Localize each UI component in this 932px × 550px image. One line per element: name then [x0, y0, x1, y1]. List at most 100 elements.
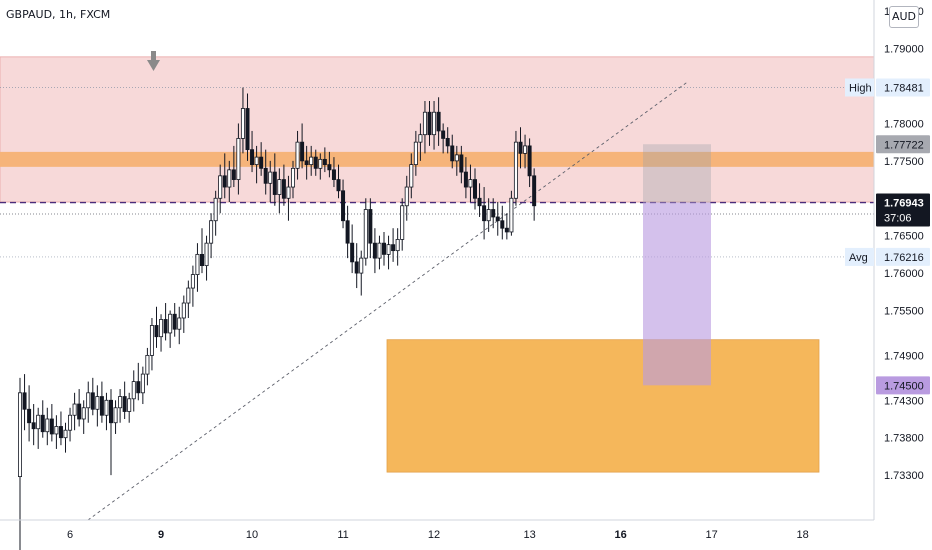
candle [336, 164, 341, 199]
candle [363, 198, 368, 266]
candle-body [127, 398, 132, 412]
candle [118, 389, 123, 423]
symbol-title: GBPAUD, 1h, FXCM [6, 8, 111, 21]
candle-body [432, 111, 437, 136]
candle [422, 101, 427, 154]
position-risk-box [643, 144, 711, 203]
candle-body [482, 205, 487, 222]
candle-body [341, 190, 346, 222]
currency-button[interactable]: AUD [889, 6, 919, 28]
candle-body [186, 287, 191, 304]
price-label-group: 1.76943 [876, 193, 930, 212]
price-label-box [876, 376, 930, 395]
position-target-box [643, 202, 711, 386]
candle-body [372, 242, 377, 259]
candle-body [472, 179, 477, 199]
candle-body [263, 167, 268, 184]
demand-zone [386, 339, 820, 473]
x-tick-label: 10 [246, 529, 258, 541]
candle-body [90, 392, 95, 410]
candle [441, 123, 446, 154]
candle [477, 183, 482, 217]
x-tick-label: 18 [796, 529, 808, 541]
candle [327, 151, 332, 178]
candle [359, 250, 364, 296]
candle-body [368, 209, 373, 244]
candle [354, 243, 359, 289]
candle [495, 202, 500, 236]
candle-body [300, 141, 305, 162]
candle [527, 138, 532, 188]
candle-body [486, 209, 491, 222]
candle [81, 400, 86, 434]
candle [227, 160, 232, 203]
candle-body [259, 156, 264, 169]
y-tick-label: 1.74300 [884, 395, 924, 407]
y-tick-label: 1.78000 [884, 118, 924, 130]
candle [532, 168, 537, 221]
candle [331, 157, 336, 188]
candle-body [391, 244, 396, 252]
candle-body [418, 134, 423, 143]
candle [240, 87, 245, 154]
candle [277, 168, 282, 214]
candle-body [22, 392, 27, 410]
candle-body [532, 175, 537, 207]
candle [168, 310, 173, 348]
candle [427, 101, 432, 146]
candle [172, 303, 177, 337]
candle-body [168, 313, 173, 334]
candle-body [309, 156, 314, 166]
candle-body [459, 154, 464, 173]
candle-body [159, 319, 164, 338]
candle [491, 198, 496, 229]
candle-body [131, 381, 136, 400]
candle-body [427, 111, 432, 136]
candle-body [45, 418, 50, 433]
candle-body [72, 403, 77, 416]
candle [245, 93, 250, 161]
candle [263, 149, 268, 195]
candle [58, 411, 63, 446]
candle-body [145, 354, 150, 375]
candle [213, 190, 218, 236]
candle-body [413, 141, 418, 166]
candle-body [450, 145, 455, 162]
candle-body [500, 220, 505, 229]
candle-body [254, 156, 259, 166]
candle-body [422, 111, 427, 136]
candle-body [409, 164, 414, 188]
candle [90, 377, 95, 416]
candle-body [99, 396, 104, 416]
candle [472, 168, 477, 210]
y-tick-label: 1.74900 [884, 350, 924, 362]
candle-body [27, 408, 32, 424]
candle-body [295, 141, 300, 169]
candle [381, 231, 386, 266]
candle-body [468, 179, 473, 188]
price-label-group: 1.74500 [876, 376, 930, 395]
candle-body [386, 244, 391, 255]
candle-body [136, 381, 141, 394]
price-label-group: 1.78481 High [845, 78, 930, 97]
candle-body [227, 169, 232, 188]
candle-body [231, 169, 236, 180]
price-label-value: 37:06 [884, 213, 912, 225]
price-label-group: 1.76216 Avg [845, 247, 930, 266]
candle [209, 213, 214, 259]
resistance-band [0, 151, 874, 167]
candle [295, 130, 300, 180]
candle-body [245, 108, 250, 151]
candle [40, 400, 45, 438]
candle [95, 385, 100, 427]
y-tick-label: 1.75500 [884, 306, 924, 318]
candle-body [277, 179, 282, 195]
candle-body [454, 154, 459, 162]
candle-body [527, 145, 532, 177]
candle [268, 160, 273, 203]
candle [159, 314, 164, 352]
candle [31, 404, 36, 446]
candle [36, 407, 41, 449]
candle [140, 366, 145, 405]
